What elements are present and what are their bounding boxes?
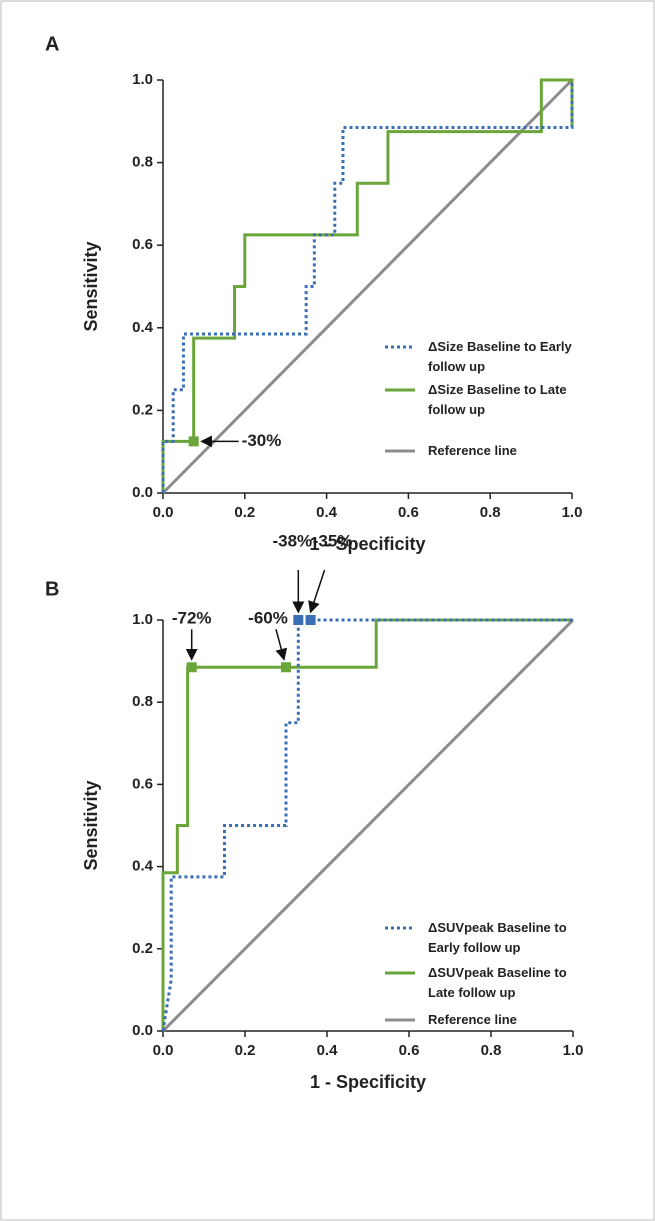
y-tick-label: 0.8	[132, 154, 153, 171]
x-tick-label: 0.2	[235, 1042, 256, 1059]
x-tick-label: 0.8	[480, 504, 501, 521]
y-tick-label: 0.2	[132, 401, 153, 418]
x-tick-label: 0.6	[398, 504, 419, 521]
annotation: -60%	[248, 609, 288, 628]
y-tick-label: 0.8	[132, 693, 153, 710]
annotation: -35%	[313, 531, 353, 550]
roc-line	[161, 78, 574, 493]
x-axis-title: 1 - Specificity	[309, 534, 425, 554]
legend-label: ΔSUVpeak Baseline to Early follow up	[428, 920, 567, 955]
y-tick-label: 0.0	[132, 1022, 153, 1039]
y-tick-label: 1.0	[132, 611, 153, 628]
x-tick-label: 1.0	[563, 1042, 584, 1059]
legend-label: Reference line	[428, 1012, 517, 1027]
legend-label: ΔSUVpeak Baseline to Late follow up	[428, 965, 567, 1000]
marker	[188, 436, 199, 447]
x-tick-label: 1.0	[562, 504, 583, 521]
roc-line	[161, 618, 573, 1032]
x-tick-label: 0.8	[481, 1042, 502, 1059]
panel-label: A	[45, 33, 59, 55]
y-tick-label: 0.6	[132, 236, 153, 253]
y-tick-label: 0.4	[132, 319, 154, 336]
marker	[305, 615, 316, 625]
legend-label: ΔSize Baseline to Early follow up	[428, 339, 572, 374]
roc-line	[161, 78, 574, 495]
x-tick-label: 0.4	[316, 504, 338, 521]
roc-line	[161, 618, 573, 1031]
x-tick-label: 0.0	[153, 504, 174, 521]
x-tick-label: 0.4	[317, 1042, 339, 1059]
annotation: -38%	[272, 531, 312, 550]
x-tick-label: 0.2	[234, 504, 255, 521]
marker	[293, 615, 304, 625]
roc-line	[161, 618, 575, 1033]
panel-label: B	[45, 578, 59, 600]
x-axis-title: 1 - Specificity	[310, 1072, 426, 1092]
legend-label: ΔSize Baseline to Late follow up	[428, 382, 567, 417]
marker	[186, 662, 197, 673]
y-axis-title: Sensitivity	[81, 780, 101, 870]
annotation: -30%	[242, 431, 282, 450]
annotation: -72%	[172, 609, 212, 628]
y-tick-label: 0.6	[132, 775, 153, 792]
marker	[281, 662, 291, 673]
annotation-arrow	[308, 569, 326, 614]
y-tick-label: 1.0	[132, 71, 153, 88]
x-tick-label: 0.6	[399, 1042, 420, 1059]
annotation-arrow	[275, 629, 288, 661]
y-axis-title: Sensitivity	[81, 241, 101, 331]
y-tick-label: 0.4	[132, 858, 154, 875]
legend-label: Reference line	[428, 443, 517, 458]
y-tick-label: 0.2	[132, 940, 153, 957]
y-tick-label: 0.0	[132, 484, 153, 501]
x-tick-label: 0.0	[153, 1042, 174, 1059]
roc-line	[161, 80, 574, 493]
